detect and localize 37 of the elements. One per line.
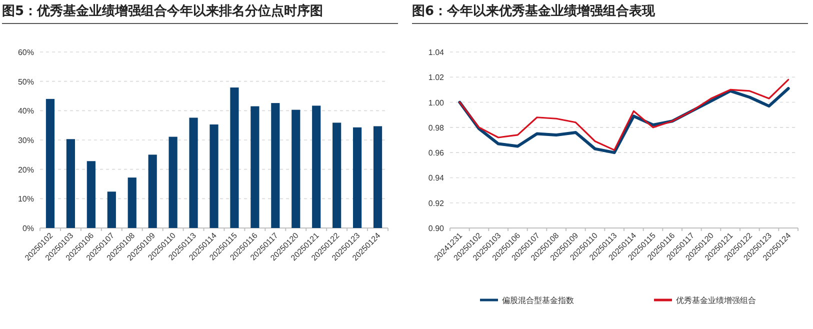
bar xyxy=(46,98,55,228)
bar xyxy=(66,139,76,228)
y-tick-label: 20% xyxy=(18,165,34,174)
legend-label: 优秀基金业绩增强组合 xyxy=(676,296,756,305)
legend-label: 偏股混合型基金指数 xyxy=(502,296,574,305)
bar xyxy=(250,106,260,228)
y-tick-label: 10% xyxy=(18,194,34,204)
y-tick-label: 30% xyxy=(18,136,34,145)
bar xyxy=(148,154,157,228)
bar xyxy=(189,118,198,228)
bar xyxy=(128,178,136,228)
chart-title: 图5：优秀基金业绩增强组合今年以来排名分位点时序图 xyxy=(2,2,398,24)
bar xyxy=(230,87,239,228)
y-tick-label: 0.94 xyxy=(428,174,445,183)
bar xyxy=(210,124,218,228)
y-tick-label: 0.96 xyxy=(428,148,445,158)
y-tick-label: 1.02 xyxy=(428,73,445,82)
bar xyxy=(271,103,280,228)
y-tick-label: 0.92 xyxy=(428,198,445,208)
bar xyxy=(86,161,96,228)
y-tick-label: 40% xyxy=(18,106,34,116)
bar xyxy=(107,192,116,228)
bar xyxy=(292,110,300,228)
y-tick-label: 0.98 xyxy=(428,123,445,132)
line-series xyxy=(458,78,790,151)
bar xyxy=(332,122,342,228)
y-tick-label: 50% xyxy=(18,77,34,86)
bar xyxy=(373,126,382,228)
bar xyxy=(352,127,362,228)
y-tick-label: 1.04 xyxy=(428,48,445,57)
y-tick-label: 60% xyxy=(18,48,34,57)
y-tick-label: 0% xyxy=(22,224,34,233)
bar xyxy=(312,106,321,228)
bar xyxy=(168,136,178,228)
chart-title: 图6：今年以来优秀基金业绩增强组合表现 xyxy=(412,2,808,24)
y-tick-label: 1.00 xyxy=(428,98,445,108)
y-tick-label: 0.90 xyxy=(428,224,445,233)
